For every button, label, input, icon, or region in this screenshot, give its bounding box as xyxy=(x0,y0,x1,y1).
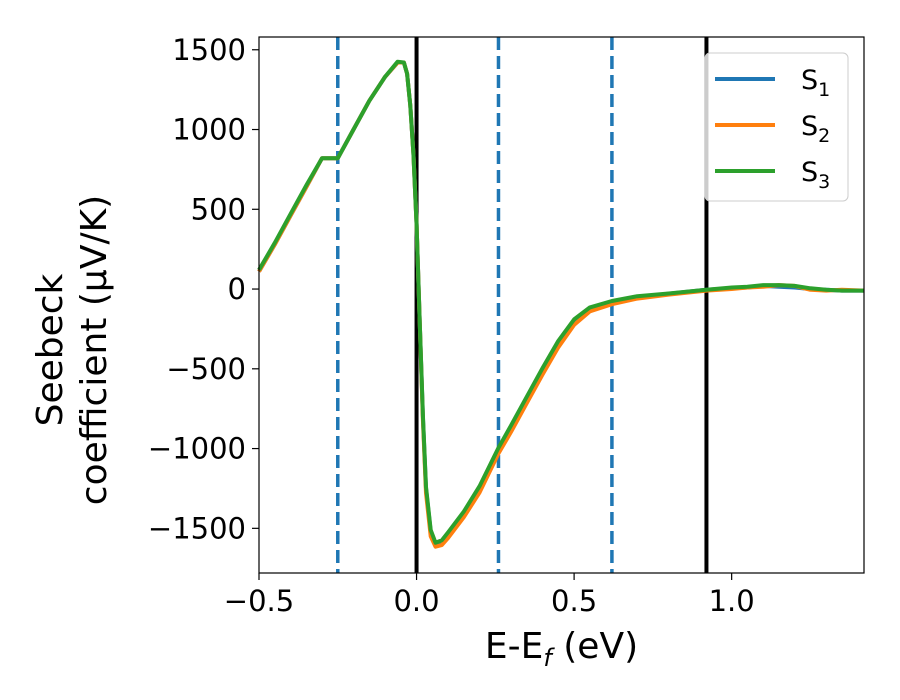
y-axis-label: Seebeck coefficient (μV/K) xyxy=(30,195,115,505)
y-tick-label: −500 xyxy=(166,352,246,386)
x-axis-label: E-Ef (eV) xyxy=(485,626,638,672)
x-tick-label: −0.5 xyxy=(224,584,294,618)
y-tick-label: 0 xyxy=(228,272,246,306)
legend-label-S3: S3 xyxy=(801,157,830,193)
x-tick-label: 0.0 xyxy=(393,584,439,618)
axis-ticks: −0.5 0.0 0.5 1.0 1500 1000 500 0 −500 −1000 −1500 xyxy=(148,33,755,618)
series-line-S3 xyxy=(257,59,864,545)
legend: S1 S2 S3 xyxy=(704,52,849,202)
y-tick-label: −1000 xyxy=(148,432,246,466)
x-tick-label: 1.0 xyxy=(709,584,755,618)
y-tick-label: 500 xyxy=(191,192,246,226)
plot-frame xyxy=(258,36,865,574)
y-tick-label: 1500 xyxy=(172,33,246,67)
y-tick-label: 1000 xyxy=(172,113,246,147)
y-axis-label-line2: coefficient (μV/K) xyxy=(74,195,115,505)
legend-label-S2: S2 xyxy=(801,111,830,147)
series-lines xyxy=(257,59,865,549)
legend-box xyxy=(704,52,849,202)
x-axis-label-main: E-E xyxy=(485,626,543,667)
legend-label-S1: S1 xyxy=(801,65,830,101)
y-axis-label-line1: Seebeck xyxy=(30,273,71,426)
y-tick-label: −1500 xyxy=(148,511,246,545)
x-axis-label-tail: (eV) xyxy=(552,626,638,667)
x-tick-label: 0.5 xyxy=(551,584,597,618)
reference-lines xyxy=(336,37,709,573)
